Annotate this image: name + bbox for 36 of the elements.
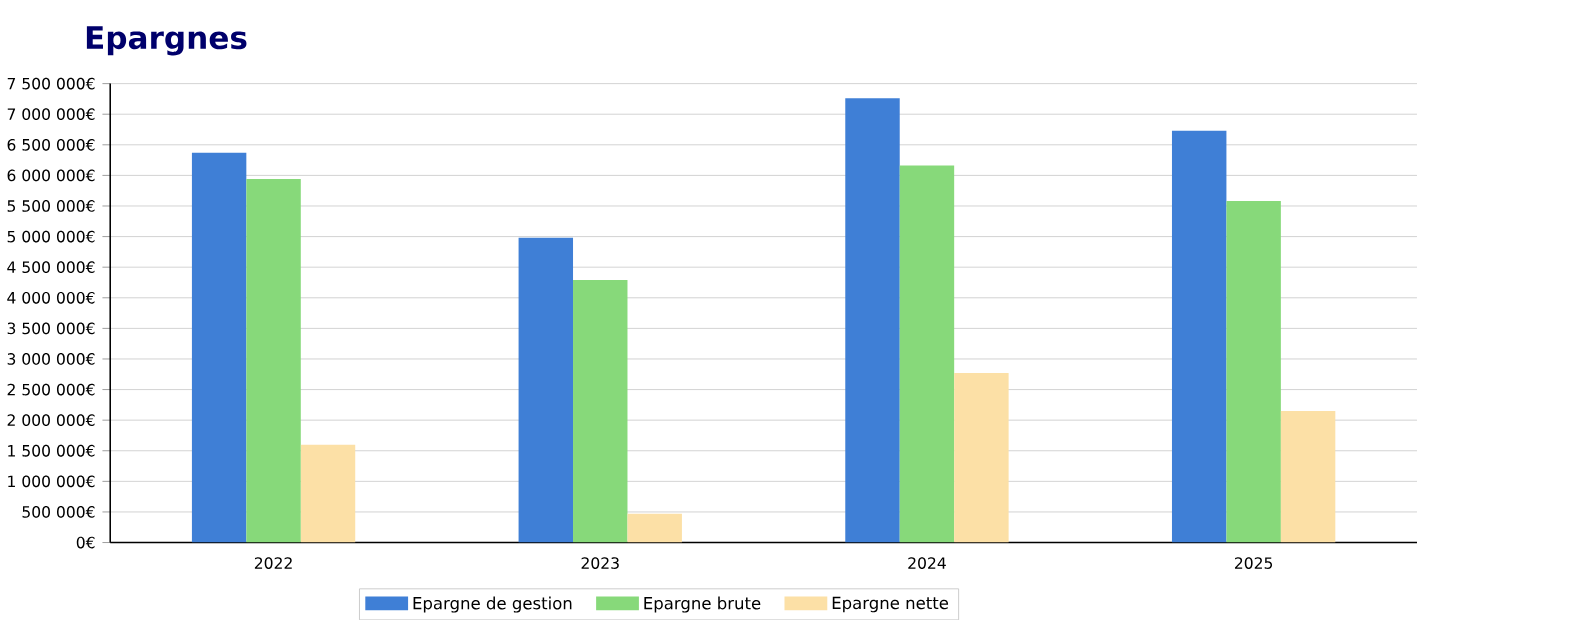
- legend-label: Epargne nette: [832, 596, 949, 613]
- bar: [1171, 130, 1227, 543]
- bar: [191, 152, 247, 543]
- y-tick-label: 500 000€: [22, 505, 95, 518]
- bar: [899, 165, 955, 543]
- y-tick-label: 2 000 000€: [7, 414, 95, 426]
- y-tick-label: 3 500 000€: [7, 322, 95, 335]
- y-tick-label: 5 500 000€: [7, 199, 95, 212]
- x-tick-label: 2024: [908, 557, 946, 569]
- bar: [246, 178, 301, 543]
- y-tick-label: 0€: [76, 536, 95, 549]
- x-tick-label: 2022: [254, 557, 292, 569]
- bar: [1226, 200, 1281, 543]
- y-tick-label: 7 500 000€: [7, 77, 95, 90]
- bar: [845, 98, 900, 543]
- bar: [300, 444, 356, 543]
- bar: [1280, 410, 1336, 543]
- chart-title: Epargnes: [86, 25, 247, 56]
- legend-label: Epargne de gestion: [413, 596, 572, 613]
- bar: [573, 279, 628, 543]
- y-tick-label: 6 500 000€: [7, 138, 95, 151]
- y-tick-label: 6 000 000€: [7, 169, 95, 182]
- bar: [627, 513, 682, 543]
- x-tick-label: 2023: [581, 557, 619, 569]
- y-tick-label: 1 000 000€: [8, 475, 95, 488]
- bar: [954, 372, 1009, 543]
- y-tick-label: 3 000 000€: [7, 352, 95, 365]
- x-tick-label: 2025: [1234, 557, 1273, 569]
- y-tick-label: 4 000 000€: [7, 291, 95, 304]
- y-tick-label: 4 500 000€: [7, 261, 95, 273]
- y-tick-label: 1 500 000€: [8, 444, 95, 457]
- y-tick-label: 7 000 000€: [7, 108, 95, 120]
- bar: [518, 237, 574, 543]
- y-tick-label: 2 500 000€: [7, 383, 95, 396]
- y-tick-label: 5 000 000€: [7, 230, 95, 243]
- legend-label: Epargne brute: [644, 596, 761, 613]
